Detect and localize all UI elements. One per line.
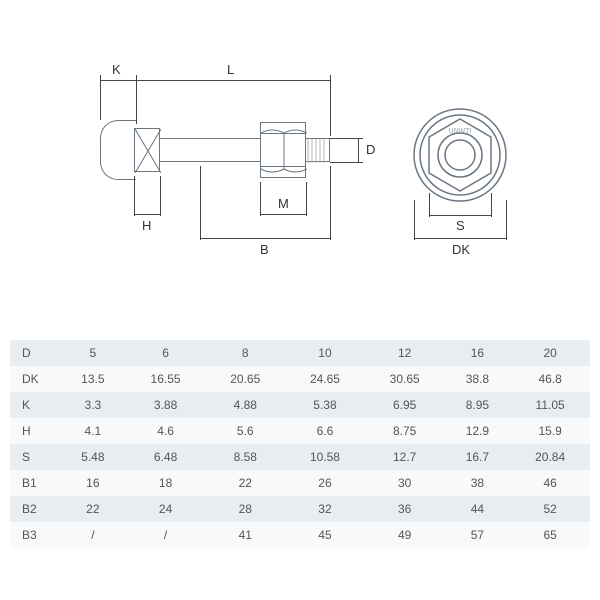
cell-value: / <box>126 522 206 548</box>
cell-value: 44 <box>445 496 511 522</box>
dimensions-table: D56810121620DK13.516.5520.6524.6530.6538… <box>10 340 590 548</box>
cell-value: / <box>60 522 126 548</box>
cell-value: 26 <box>285 470 365 496</box>
cell-value: 4.88 <box>205 392 285 418</box>
cell-value: 10 <box>285 340 365 366</box>
cell-value: 5.38 <box>285 392 365 418</box>
table-row: H4.14.65.66.68.7512.915.9 <box>10 418 590 444</box>
cell-value: 45 <box>285 522 365 548</box>
row-label: B3 <box>10 522 60 548</box>
row-label: B2 <box>10 496 60 522</box>
cell-value: 16 <box>60 470 126 496</box>
dim-label-L: L <box>225 62 236 77</box>
cell-value: 46.8 <box>510 366 590 392</box>
cell-value: 30 <box>365 470 445 496</box>
cell-value: 6.48 <box>126 444 206 470</box>
dim-label-S: S <box>454 218 467 233</box>
cell-value: 57 <box>445 522 511 548</box>
bolt-head-side <box>100 120 136 180</box>
cell-value: 12.7 <box>365 444 445 470</box>
dim-label-K: K <box>110 62 123 77</box>
cell-value: 46 <box>510 470 590 496</box>
bolt-diagram: K L D <box>60 60 560 290</box>
cell-value: 38 <box>445 470 511 496</box>
row-label: K <box>10 392 60 418</box>
table-row: DK13.516.5520.6524.6530.6538.846.8 <box>10 366 590 392</box>
cell-value: 20 <box>510 340 590 366</box>
cell-value: 32 <box>285 496 365 522</box>
table-row: K3.33.884.885.386.958.9511.05 <box>10 392 590 418</box>
cell-value: 5.6 <box>205 418 285 444</box>
cell-value: 38.8 <box>445 366 511 392</box>
cell-value: 24.65 <box>285 366 365 392</box>
cell-value: 41 <box>205 522 285 548</box>
square-neck-side <box>134 128 160 172</box>
dim-label-D: D <box>364 142 377 157</box>
cell-value: 24 <box>126 496 206 522</box>
cell-value: 18 <box>126 470 206 496</box>
dim-label-M: M <box>276 196 291 211</box>
cell-value: 6.95 <box>365 392 445 418</box>
cell-value: 13.5 <box>60 366 126 392</box>
cell-value: 36 <box>365 496 445 522</box>
table-row: B3//4145495765 <box>10 522 590 548</box>
cell-value: 20.84 <box>510 444 590 470</box>
row-label: B1 <box>10 470 60 496</box>
cell-value: 6 <box>126 340 206 366</box>
nut-inscription: UNWTI <box>449 128 472 135</box>
cell-value: 16 <box>445 340 511 366</box>
cell-value: 8 <box>205 340 285 366</box>
cell-value: 4.1 <box>60 418 126 444</box>
cell-value: 8.75 <box>365 418 445 444</box>
dim-label-DK: DK <box>450 242 472 257</box>
cell-value: 12 <box>365 340 445 366</box>
cell-value: 15.9 <box>510 418 590 444</box>
cell-value: 16.7 <box>445 444 511 470</box>
cell-value: 8.95 <box>445 392 511 418</box>
row-label: DK <box>10 366 60 392</box>
shaft-end <box>306 138 330 162</box>
cell-value: 16.55 <box>126 366 206 392</box>
row-label: S <box>10 444 60 470</box>
table-row: B222242832364452 <box>10 496 590 522</box>
table-row: S5.486.488.5810.5812.716.720.84 <box>10 444 590 470</box>
cell-value: 3.3 <box>60 392 126 418</box>
cell-value: 11.05 <box>510 392 590 418</box>
row-label: D <box>10 340 60 366</box>
cell-value: 52 <box>510 496 590 522</box>
cell-value: 28 <box>205 496 285 522</box>
table-row: B116182226303846 <box>10 470 590 496</box>
cell-value: 22 <box>60 496 126 522</box>
cell-value: 5.48 <box>60 444 126 470</box>
cell-value: 6.6 <box>285 418 365 444</box>
cell-value: 12.9 <box>445 418 511 444</box>
cell-value: 4.6 <box>126 418 206 444</box>
dim-label-B: B <box>258 242 271 257</box>
row-label: H <box>10 418 60 444</box>
cell-value: 8.58 <box>205 444 285 470</box>
cell-value: 30.65 <box>365 366 445 392</box>
table-row: D56810121620 <box>10 340 590 366</box>
cell-value: 20.65 <box>205 366 285 392</box>
cell-value: 22 <box>205 470 285 496</box>
cell-value: 5 <box>60 340 126 366</box>
cell-value: 65 <box>510 522 590 548</box>
cell-value: 10.58 <box>285 444 365 470</box>
cell-value: 49 <box>365 522 445 548</box>
nut-side-view <box>260 122 306 178</box>
dim-label-H: H <box>140 218 153 233</box>
cell-value: 3.88 <box>126 392 206 418</box>
nut-top-view: UNWTI <box>410 105 510 210</box>
